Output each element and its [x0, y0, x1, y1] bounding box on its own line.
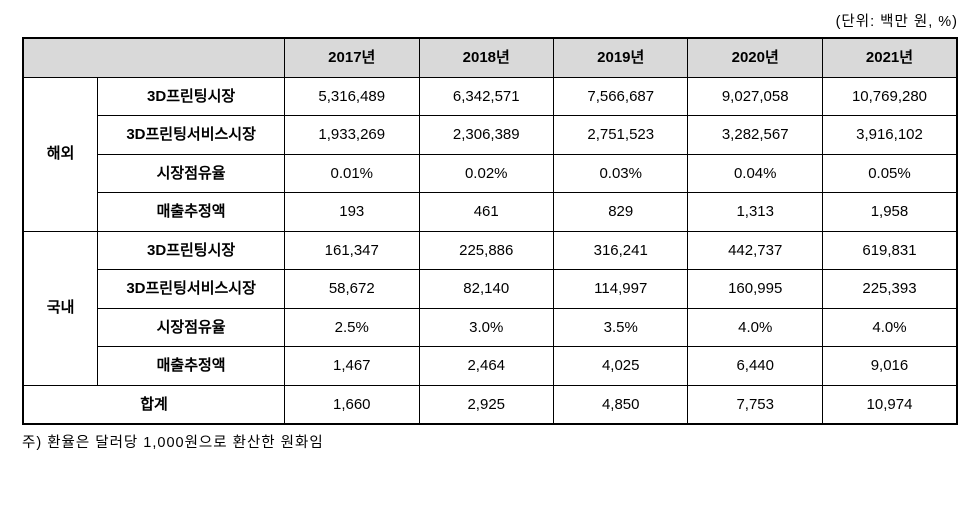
- data-cell: 3,282,567: [688, 116, 822, 155]
- data-cell: 4,025: [553, 347, 687, 386]
- table-row: 국내 3D프린팅시장 161,347 225,886 316,241 442,7…: [23, 231, 957, 270]
- data-cell: 7,753: [688, 385, 822, 424]
- data-cell: 2,464: [419, 347, 553, 386]
- data-cell: 6,342,571: [419, 77, 553, 116]
- data-cell: 0.03%: [553, 154, 687, 193]
- data-cell: 4.0%: [688, 308, 822, 347]
- metric-label: 3D프린팅시장: [98, 231, 285, 270]
- data-cell: 2,925: [419, 385, 553, 424]
- data-cell: 82,140: [419, 270, 553, 309]
- group-overseas: 해외: [23, 77, 98, 231]
- data-cell: 1,313: [688, 193, 822, 232]
- market-table: 2017년 2018년 2019년 2020년 2021년 해외 3D프린팅시장…: [22, 37, 958, 425]
- unit-label: (단위: 백만 원, %): [22, 10, 958, 31]
- table-row: 시장점유율 2.5% 3.0% 3.5% 4.0% 4.0%: [23, 308, 957, 347]
- data-cell: 316,241: [553, 231, 687, 270]
- data-cell: 1,958: [822, 193, 957, 232]
- table-row: 매출추정액 193 461 829 1,313 1,958: [23, 193, 957, 232]
- data-cell: 0.04%: [688, 154, 822, 193]
- header-year-1: 2018년: [419, 38, 553, 77]
- table-row: 해외 3D프린팅시장 5,316,489 6,342,571 7,566,687…: [23, 77, 957, 116]
- header-year-2: 2019년: [553, 38, 687, 77]
- metric-label: 3D프린팅서비스시장: [98, 116, 285, 155]
- data-cell: 10,974: [822, 385, 957, 424]
- data-cell: 619,831: [822, 231, 957, 270]
- data-cell: 114,997: [553, 270, 687, 309]
- metric-label: 3D프린팅서비스시장: [98, 270, 285, 309]
- header-blank: [23, 38, 285, 77]
- data-cell: 829: [553, 193, 687, 232]
- data-cell: 225,393: [822, 270, 957, 309]
- metric-label: 매출추정액: [98, 193, 285, 232]
- data-cell: 9,016: [822, 347, 957, 386]
- table-row: 3D프린팅서비스시장 1,933,269 2,306,389 2,751,523…: [23, 116, 957, 155]
- metric-label: 매출추정액: [98, 347, 285, 386]
- data-cell: 193: [285, 193, 419, 232]
- table-header-row: 2017년 2018년 2019년 2020년 2021년: [23, 38, 957, 77]
- data-cell: 0.02%: [419, 154, 553, 193]
- table-total-row: 합계 1,660 2,925 4,850 7,753 10,974: [23, 385, 957, 424]
- group-domestic: 국내: [23, 231, 98, 385]
- table-row: 매출추정액 1,467 2,464 4,025 6,440 9,016: [23, 347, 957, 386]
- data-cell: 4.0%: [822, 308, 957, 347]
- table-row: 시장점유율 0.01% 0.02% 0.03% 0.04% 0.05%: [23, 154, 957, 193]
- data-cell: 3.0%: [419, 308, 553, 347]
- data-cell: 1,467: [285, 347, 419, 386]
- data-cell: 7,566,687: [553, 77, 687, 116]
- data-cell: 161,347: [285, 231, 419, 270]
- metric-label: 시장점유율: [98, 154, 285, 193]
- data-cell: 2,751,523: [553, 116, 687, 155]
- data-cell: 10,769,280: [822, 77, 957, 116]
- data-cell: 160,995: [688, 270, 822, 309]
- table-row: 3D프린팅서비스시장 58,672 82,140 114,997 160,995…: [23, 270, 957, 309]
- header-year-3: 2020년: [688, 38, 822, 77]
- header-year-4: 2021년: [822, 38, 957, 77]
- data-cell: 6,440: [688, 347, 822, 386]
- data-cell: 3,916,102: [822, 116, 957, 155]
- data-cell: 461: [419, 193, 553, 232]
- metric-label: 3D프린팅시장: [98, 77, 285, 116]
- data-cell: 2,306,389: [419, 116, 553, 155]
- data-cell: 5,316,489: [285, 77, 419, 116]
- data-cell: 2.5%: [285, 308, 419, 347]
- data-cell: 3.5%: [553, 308, 687, 347]
- total-label: 합계: [23, 385, 285, 424]
- data-cell: 442,737: [688, 231, 822, 270]
- data-cell: 4,850: [553, 385, 687, 424]
- data-cell: 1,660: [285, 385, 419, 424]
- header-year-0: 2017년: [285, 38, 419, 77]
- footnote: 주) 환율은 달러당 1,000원으로 환산한 원화임: [22, 431, 958, 452]
- data-cell: 0.05%: [822, 154, 957, 193]
- data-cell: 9,027,058: [688, 77, 822, 116]
- data-cell: 225,886: [419, 231, 553, 270]
- data-cell: 0.01%: [285, 154, 419, 193]
- data-cell: 1,933,269: [285, 116, 419, 155]
- metric-label: 시장점유율: [98, 308, 285, 347]
- data-cell: 58,672: [285, 270, 419, 309]
